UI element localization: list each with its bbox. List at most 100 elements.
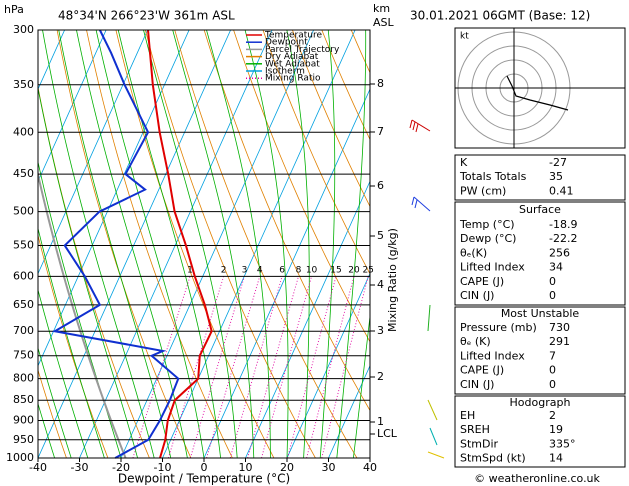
table-title: Most Unstable — [501, 307, 580, 320]
x-tick-label: 0 — [201, 461, 208, 474]
wet-adiabat — [38, 226, 105, 458]
table-label: StmSpd (kt) — [460, 452, 526, 465]
height-label: 5 — [377, 229, 384, 242]
table-label: SREH — [460, 423, 490, 436]
legend-label: Isotherm — [265, 67, 305, 77]
mixing-ratio-value: 6 — [279, 266, 285, 276]
mixing-ratio-value: 10 — [306, 266, 318, 276]
legend-label: Dewpoint — [265, 38, 308, 48]
hodograph-unit: kt — [460, 32, 469, 42]
table-value: 730 — [549, 321, 570, 334]
legend-label: Mixing Ratio — [265, 74, 321, 84]
mixing-ratio-value: 25 — [362, 266, 373, 276]
table-label: Temp (°C) — [459, 218, 515, 231]
table-title: Hodograph — [510, 396, 571, 409]
table-value: -18.9 — [549, 218, 577, 231]
wet-adiabat — [76, 30, 188, 458]
dry-adiabat — [38, 368, 67, 458]
height-label: 4 — [377, 278, 384, 291]
wind-barbs — [427, 451, 445, 459]
date: 30.01.2021 06GMT (Base: 12) — [410, 9, 590, 23]
x-tick-label: -40 — [29, 461, 47, 474]
table-value: 35 — [549, 170, 563, 183]
isotherm — [38, 30, 107, 183]
wet-adiabat — [95, 30, 205, 458]
legend-label: Parcel Trajectory — [265, 45, 340, 55]
wet-adiabat — [117, 30, 221, 458]
foreground: 1 2 3 4 6 8 10 15 20 2510009509008508007507006506… — [6, 23, 398, 474]
table-label: Totals Totals — [459, 170, 527, 183]
table-label: CAPE (J) — [460, 275, 504, 288]
mixing-ratio-line — [189, 276, 245, 458]
table-label: CAPE (J) — [460, 364, 504, 377]
height-label: 6 — [377, 179, 384, 192]
mixing-ratio-line — [229, 276, 283, 458]
table-value: -22.2 — [549, 232, 577, 245]
isotherm — [203, 88, 370, 458]
y-tick-label: 1000 — [6, 451, 34, 464]
y-tick-label: 350 — [13, 78, 34, 91]
wet-adiabat — [244, 30, 289, 458]
x-tick-label: -20 — [112, 461, 130, 474]
table-value: -27 — [549, 156, 567, 169]
hodograph-trace — [506, 75, 569, 111]
height-label: LCL — [377, 427, 398, 440]
table-value: 0.41 — [549, 184, 574, 197]
table-label: Pressure (mb) — [460, 321, 537, 334]
mixing-ratio-value: 4 — [257, 266, 263, 276]
mixing-ratio-value: 8 — [296, 266, 302, 276]
mixing-ratio-value: 2 — [221, 266, 227, 276]
mixing-ratio-value: 15 — [330, 266, 341, 276]
table-label: Dewp (°C) — [460, 232, 516, 245]
wet-adiabat — [58, 30, 172, 458]
legend-label: Wet Adiabat — [265, 59, 320, 69]
table-label: CIN (J) — [460, 289, 494, 302]
wet-adiabat — [143, 30, 238, 458]
height-label: 7 — [377, 125, 384, 138]
table-label: θₑ(K) — [460, 246, 487, 259]
isotherm — [38, 30, 190, 367]
wet-adiabat — [286, 30, 310, 458]
wet-adiabat — [336, 30, 367, 458]
wet-adiabat — [38, 346, 72, 458]
y-tick-label: 700 — [13, 324, 34, 337]
isotherm — [79, 30, 273, 458]
wind-barbs — [427, 304, 431, 332]
wet-adiabat — [172, 30, 255, 458]
isotherm — [38, 30, 66, 91]
mixing-ratio-label: Mixing Ratio (g/kg) — [386, 228, 399, 332]
y-tick-label: 300 — [13, 23, 34, 36]
wet-adiabat — [38, 86, 138, 458]
mixing-ratio-value: 20 — [348, 266, 360, 276]
hodograph-rings — [455, 28, 625, 148]
wind-barbs — [429, 427, 438, 446]
table-frames — [454, 154, 626, 468]
table-value: 14 — [549, 452, 563, 465]
table-value: 335° — [549, 437, 576, 450]
table-label: CIN (J) — [460, 378, 494, 391]
profile-line — [147, 29, 213, 459]
height-label: 3 — [377, 324, 384, 337]
x-tick-label: -10 — [154, 461, 172, 474]
plot-frame — [37, 29, 371, 459]
table-value: 0 — [549, 275, 556, 288]
y-tick-label: 400 — [13, 125, 34, 138]
height-label: 8 — [377, 77, 384, 90]
legend-label: Dry Adiabat — [265, 52, 319, 62]
x-axis-label: Dewpoint / Temperature (°C) — [118, 472, 290, 486]
x-tick-label: 10 — [239, 461, 253, 474]
y-tick-label: 900 — [13, 414, 34, 427]
table-label: StmDir — [460, 437, 499, 450]
dry-adiabat — [174, 30, 358, 458]
table-value: 256 — [549, 246, 570, 259]
x-tick-label: 40 — [363, 461, 377, 474]
y-tick-label: 550 — [13, 238, 34, 251]
table-label: K — [460, 156, 468, 169]
y-tick-label: 500 — [13, 205, 34, 218]
wind-barbs — [411, 196, 431, 212]
table-title: Surface — [519, 203, 561, 216]
y-tick-label: 750 — [13, 349, 34, 362]
asl-label: ASL — [373, 16, 395, 29]
wet-adiabat — [319, 30, 336, 458]
